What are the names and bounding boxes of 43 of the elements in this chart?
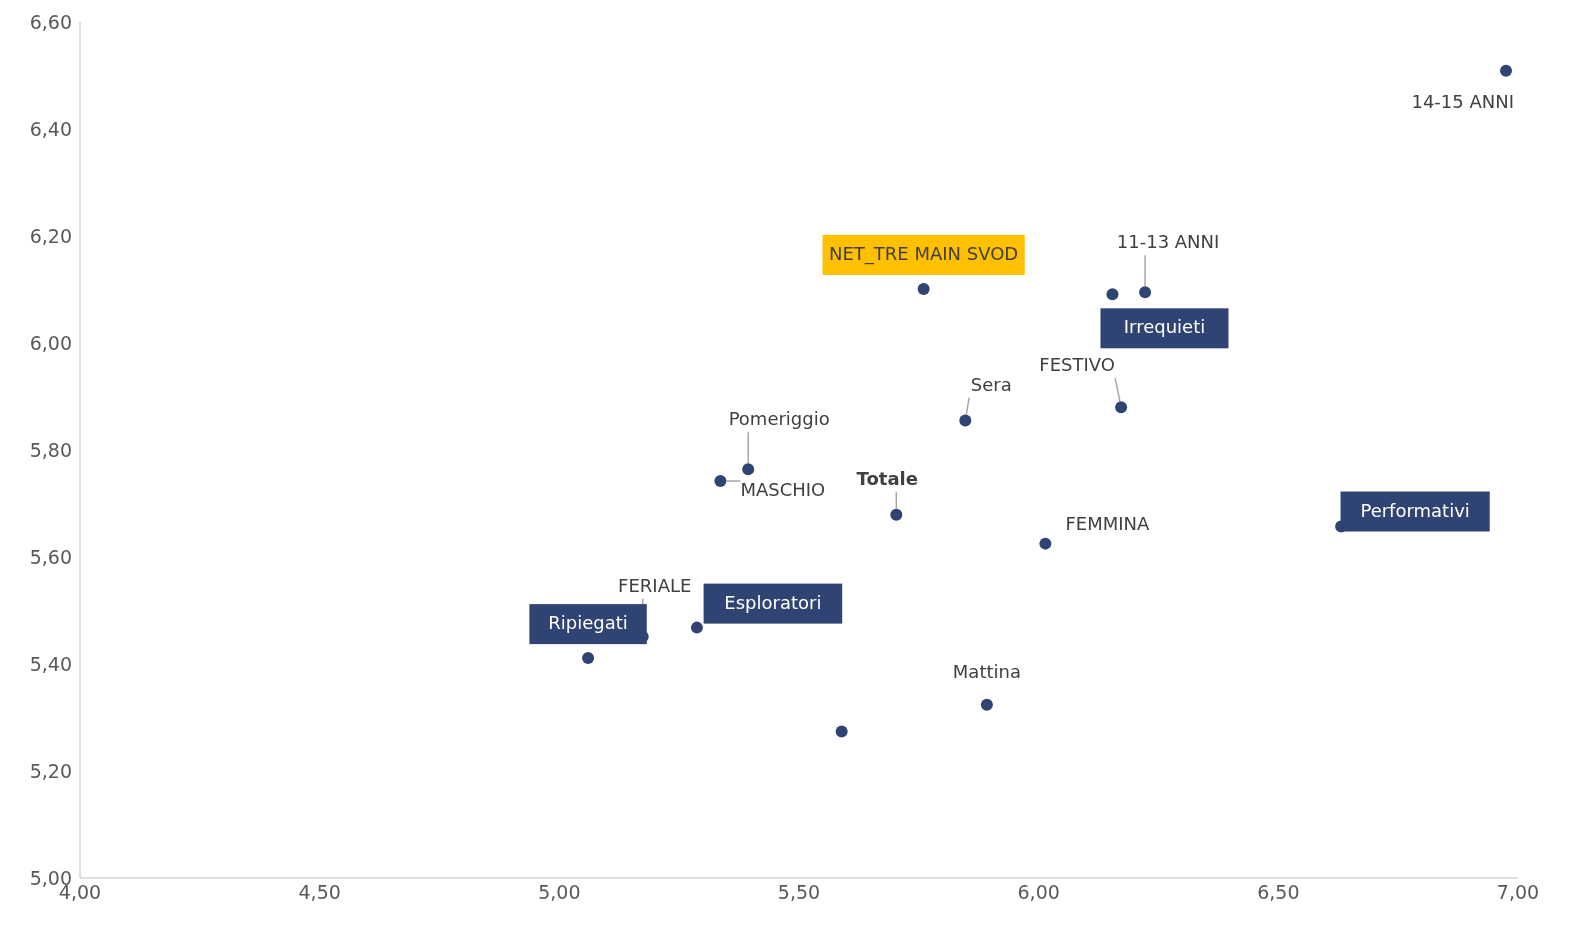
x-tick-label: 4,50 xyxy=(298,881,341,904)
annotation: Performativi xyxy=(1360,499,1470,521)
point xyxy=(890,508,903,521)
y-tick-label: 5,80 xyxy=(29,438,72,461)
y-tick-label: 5,20 xyxy=(29,759,72,782)
annotation: FEMMINA xyxy=(1065,512,1150,534)
x-tick-label: 7,00 xyxy=(1496,881,1540,904)
x-tick-label: 5,50 xyxy=(777,881,821,904)
point xyxy=(1139,286,1152,299)
point xyxy=(959,414,972,427)
point xyxy=(1039,537,1052,550)
annotation: MASCHIO xyxy=(740,479,826,501)
point xyxy=(1500,64,1513,77)
y-tick-label: 6,40 xyxy=(29,117,72,140)
y-tick-label: 5,60 xyxy=(29,545,72,568)
y-tick-label: 6,00 xyxy=(29,331,72,354)
annotation: Totale xyxy=(856,467,918,489)
point xyxy=(742,463,755,476)
point xyxy=(582,652,595,665)
annotation: Pomeriggio xyxy=(728,408,830,430)
x-tick-label: 6,00 xyxy=(1017,881,1060,904)
annotation: Esploratori xyxy=(724,591,822,613)
y-tick-label: 6,60 xyxy=(29,10,72,33)
point xyxy=(1115,401,1128,414)
annotation: 14-15 ANNI xyxy=(1411,90,1515,112)
y-tick-label: 5,40 xyxy=(29,652,72,675)
point xyxy=(1106,288,1119,301)
annotation: Irrequieti xyxy=(1123,316,1206,338)
point xyxy=(835,725,848,738)
x-tick-label: 6,50 xyxy=(1257,881,1300,904)
point xyxy=(690,621,703,634)
annotation: 11-13 ANNI xyxy=(1116,231,1220,253)
x-tick-label: 5,00 xyxy=(538,881,581,904)
point xyxy=(714,475,727,488)
point xyxy=(917,282,930,295)
annotation: Ripiegati xyxy=(548,612,628,634)
point xyxy=(980,698,993,711)
y-tick-label: 6,20 xyxy=(29,224,72,247)
annotation: NET_TRE MAIN SVOD xyxy=(829,242,1019,265)
annotation: FESTIVO xyxy=(1039,354,1115,376)
annotation: Sera xyxy=(970,373,1012,395)
annotation: Mattina xyxy=(952,660,1021,682)
annotation: FERIALE xyxy=(618,574,692,596)
